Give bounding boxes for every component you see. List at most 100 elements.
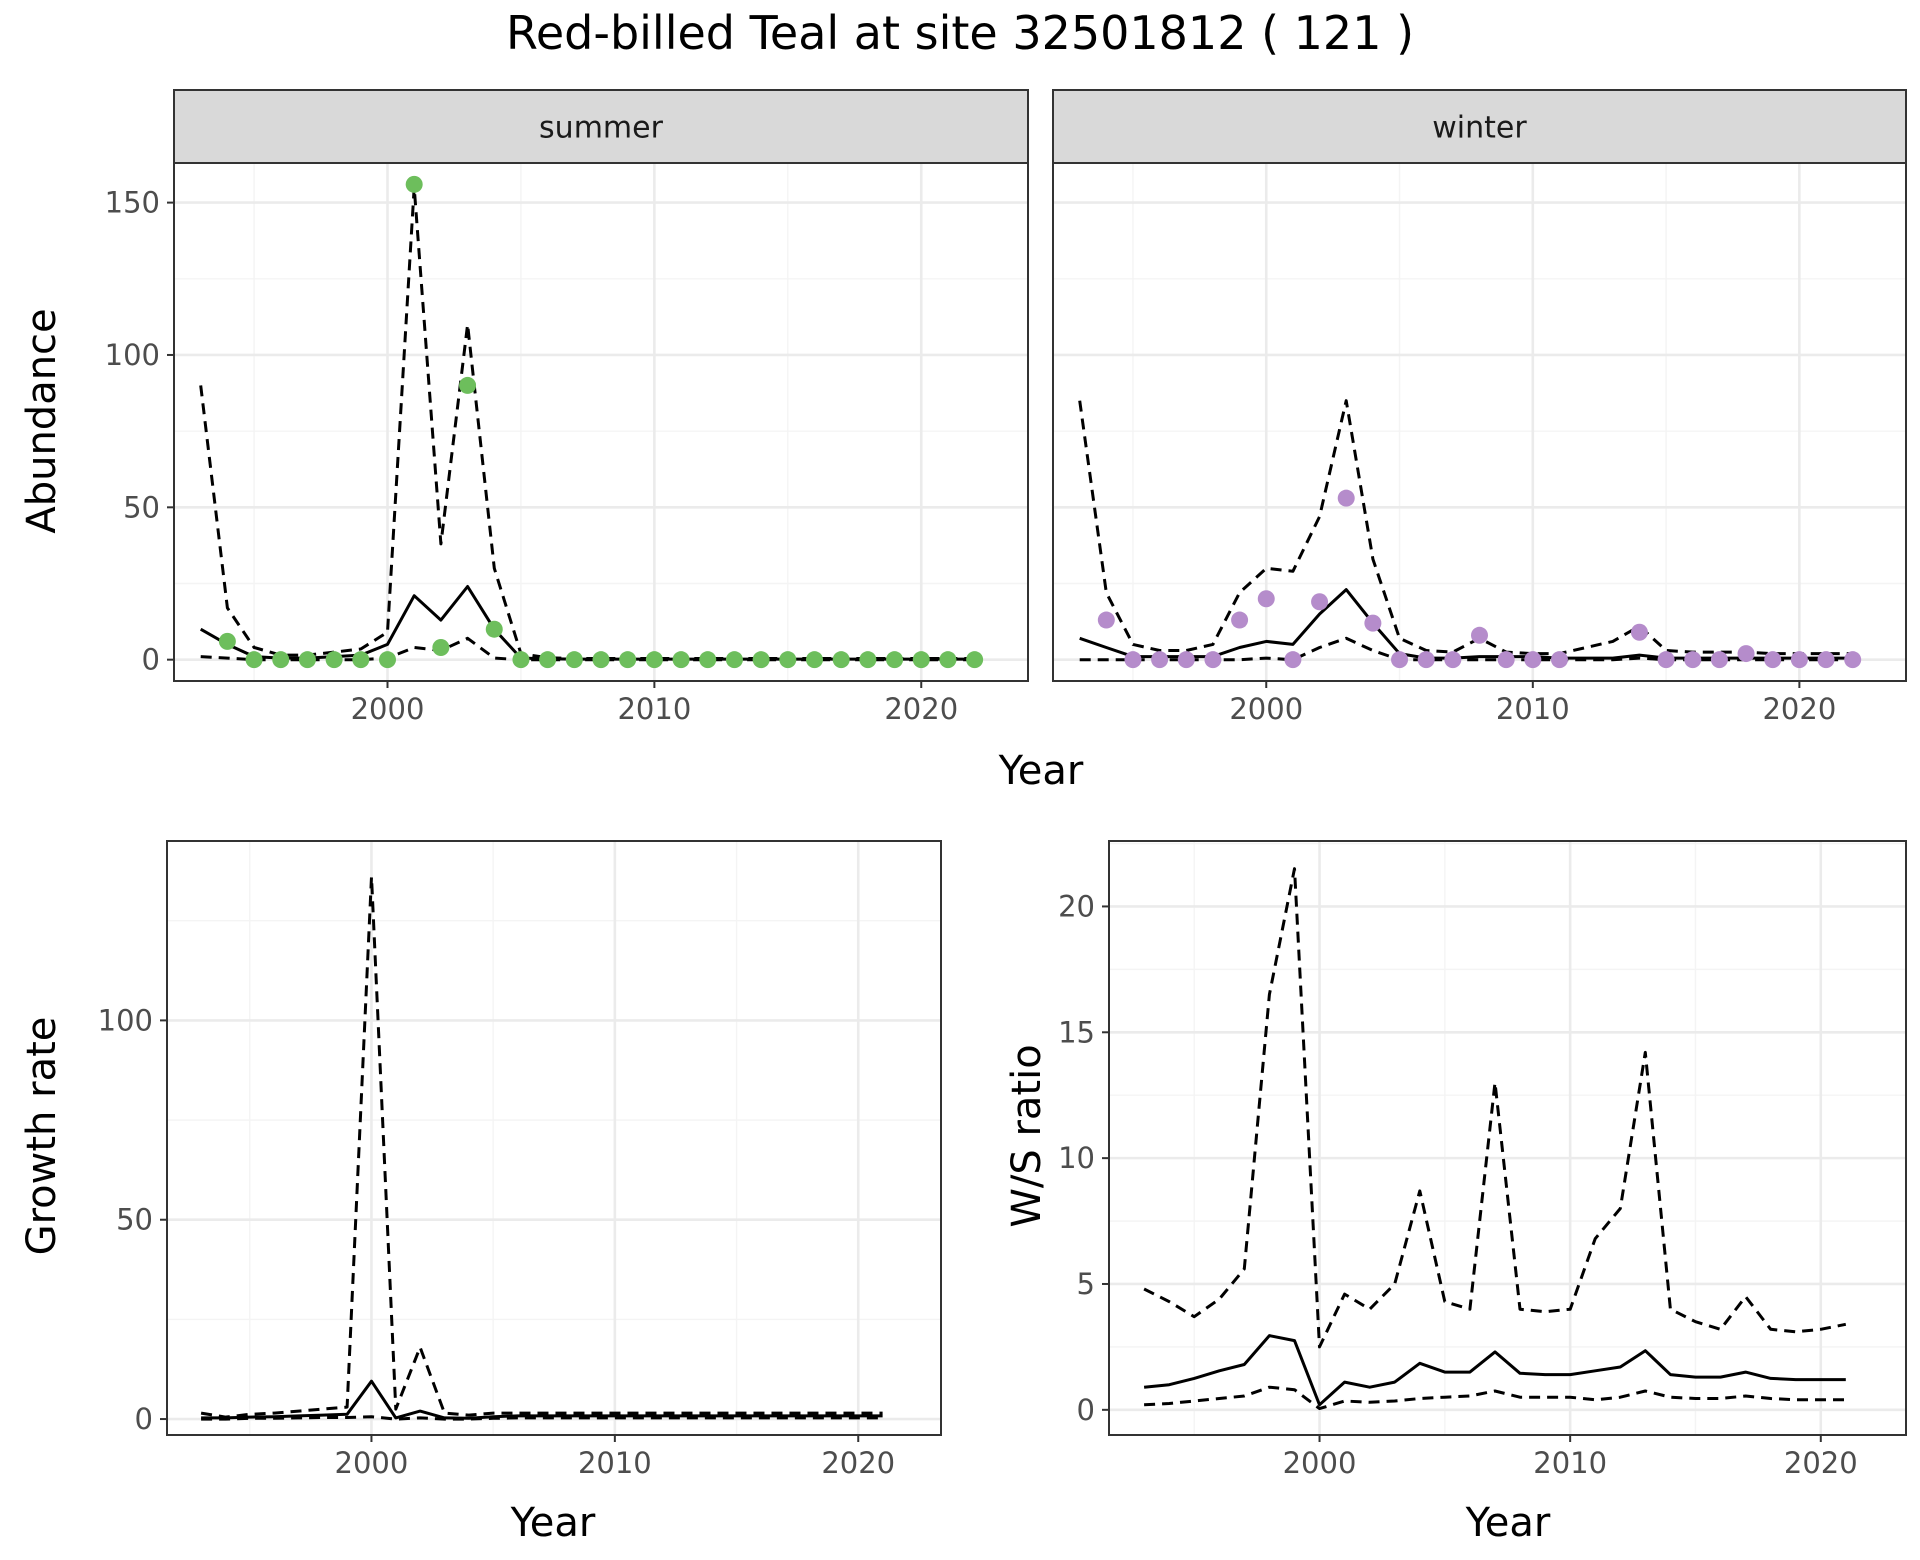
data-point	[1471, 626, 1488, 644]
data-point	[619, 651, 637, 669]
data-point	[1737, 645, 1755, 663]
data-point	[1177, 651, 1195, 669]
x-tick-label: 2010	[578, 1446, 652, 1480]
x-tick-label: 2000	[1283, 1446, 1357, 1480]
data-point	[832, 651, 850, 669]
panel-growth_rate: 2000 2010 2020 0 50 100	[98, 840, 942, 1480]
x-tick-label: 2020	[1784, 1446, 1858, 1480]
facet-strip-label: summer	[539, 111, 664, 146]
y-tick-label: 150	[105, 186, 160, 220]
data-point	[272, 651, 290, 669]
panel-ws_ratio: 2000 2010 2020 0 5 10 15 20	[1058, 840, 1907, 1480]
series-line-interval	[1143, 867, 1847, 1349]
data-point	[806, 651, 823, 669]
data-point	[859, 651, 877, 669]
y-tick-label: 0	[1077, 1393, 1095, 1427]
data-point	[1124, 651, 1142, 669]
data-point	[1391, 651, 1409, 669]
data-point	[245, 651, 263, 669]
data-point	[352, 651, 370, 669]
data-point	[886, 651, 904, 669]
data-point	[218, 632, 236, 650]
x-tick-label: 2020	[821, 1446, 895, 1480]
series-line-interval	[200, 875, 883, 1419]
panel-background	[174, 163, 1028, 681]
y-tick-label: 15	[1058, 1015, 1095, 1049]
data-point	[699, 651, 717, 669]
data-point	[1550, 651, 1568, 669]
x-tick-label: 2010	[1533, 1446, 1607, 1480]
data-point	[1337, 489, 1355, 507]
y-tick-label: 50	[123, 490, 160, 524]
series-line-interval	[201, 1415, 883, 1421]
data-point	[1417, 651, 1435, 669]
panel-abundance_summer: 2000 2010 2020 0 50 100 150 summer	[105, 89, 1029, 726]
y-tick-label: 100	[105, 338, 160, 372]
ws-ratio-x-title: Year	[1465, 1500, 1551, 1546]
panel-border	[1108, 840, 1907, 1436]
facet-strip-winter	[1052, 89, 1907, 164]
abundance-x-title: Year	[998, 748, 1084, 794]
facet-strip-summer	[173, 89, 1029, 164]
y-tick-label: 10	[1058, 1141, 1095, 1175]
data-point	[1444, 651, 1462, 669]
panel-background	[167, 841, 941, 1435]
data-point	[405, 175, 423, 193]
y-tick-label: 50	[116, 1203, 153, 1237]
data-point	[672, 651, 690, 669]
data-point	[298, 651, 316, 669]
data-point	[1151, 651, 1169, 669]
facet-strip-label: winter	[1432, 111, 1527, 146]
ws-ratio-y-title: W/S ratio	[1004, 1044, 1050, 1227]
panel-abundance_winter: 2000 2010 2020 winter	[1052, 89, 1907, 726]
data-point	[1684, 651, 1702, 669]
data-point	[1311, 593, 1329, 611]
data-point	[1524, 651, 1542, 669]
data-point	[912, 651, 930, 669]
data-point	[1257, 590, 1275, 608]
x-tick-label: 2020	[884, 692, 958, 726]
data-point	[752, 651, 770, 669]
growth-x-title: Year	[510, 1500, 596, 1546]
data-point	[1790, 651, 1808, 669]
data-point	[432, 638, 450, 656]
data-point	[539, 651, 557, 669]
plot-title: Red-billed Teal at site 32501812 ( 121 )	[506, 6, 1414, 60]
series-line-interval	[1144, 1385, 1846, 1411]
data-point	[1710, 651, 1728, 669]
data-point	[1364, 614, 1382, 632]
y-tick-label: 5	[1077, 1267, 1095, 1301]
x-tick-label: 2000	[335, 1446, 409, 1480]
x-tick-label: 2000	[351, 692, 425, 726]
panel-background	[1109, 841, 1906, 1435]
data-point	[1497, 651, 1515, 669]
data-point	[379, 651, 396, 669]
panel-border	[166, 840, 942, 1436]
data-point	[1657, 651, 1675, 669]
data-point	[459, 376, 477, 394]
data-point	[1817, 651, 1835, 669]
data-point	[485, 620, 503, 638]
y-tick-label: 0	[135, 1402, 153, 1436]
x-tick-label: 2010	[617, 692, 691, 726]
growth-y-title: Growth rate	[19, 1017, 65, 1256]
data-point	[592, 651, 610, 669]
data-point	[1284, 651, 1302, 669]
series-line-estimate	[201, 1379, 883, 1420]
data-point	[1764, 651, 1782, 669]
data-point	[779, 651, 797, 669]
data-point	[966, 651, 984, 669]
data-point	[512, 651, 530, 669]
x-tick-label: 2000	[1229, 692, 1303, 726]
data-point	[725, 651, 743, 669]
data-point	[1630, 623, 1648, 641]
series-line-estimate	[1143, 1334, 1846, 1407]
panel-background	[1053, 163, 1906, 681]
series-line-interval	[1078, 399, 1853, 656]
x-tick-label: 2020	[1762, 692, 1836, 726]
data-point	[565, 651, 583, 669]
y-tick-label: 100	[98, 1003, 153, 1037]
data-point	[1231, 611, 1249, 629]
y-tick-label: 20	[1058, 889, 1095, 923]
